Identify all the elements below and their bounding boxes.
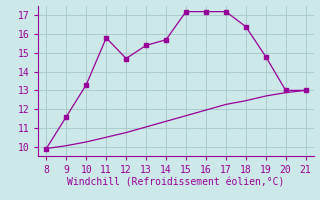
X-axis label: Windchill (Refroidissement éolien,°C): Windchill (Refroidissement éolien,°C): [67, 178, 285, 188]
